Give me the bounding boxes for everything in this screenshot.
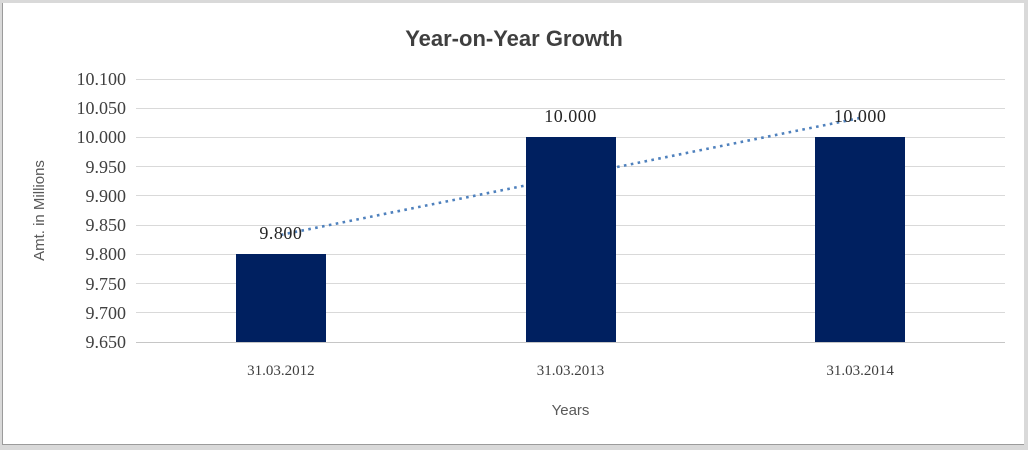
y-axis-tick-label: 9.950: [85, 156, 127, 177]
y-axis-tick-label: 10.100: [76, 69, 127, 89]
y-axis-tick-label: 9.800: [85, 244, 127, 265]
x-axis-category-label: 31.03.2014: [826, 363, 894, 379]
bar-31.03.2013: [525, 137, 616, 342]
data-label: 10.000: [833, 106, 887, 127]
y-axis-tick-label: 9.750: [85, 273, 127, 294]
y-axis-tick-label: 9.850: [85, 215, 127, 236]
y-axis-tick-label: 9.700: [85, 302, 127, 323]
data-label: 10.000: [544, 106, 597, 127]
bar-31.03.2012: [235, 254, 326, 342]
bar-31.03.2014: [815, 137, 906, 342]
y-axis-tick-label: 9.900: [85, 185, 127, 206]
y-axis-tick-label: 10.050: [76, 98, 127, 119]
data-label: 9.800: [259, 223, 303, 244]
gridline: [136, 341, 1005, 343]
y-axis-tick-label: 10.000: [76, 127, 127, 148]
gridline: [136, 78, 1005, 80]
x-axis-category-label: 31.03.2012: [247, 363, 315, 379]
x-axis-category-label: 31.03.2013: [536, 363, 605, 379]
gridline: [136, 107, 1005, 109]
y-axis-tick-label: 9.650: [85, 332, 127, 352]
chart-title: Year-on-Year Growth: [405, 26, 623, 51]
x-axis-title: Years: [551, 402, 590, 419]
